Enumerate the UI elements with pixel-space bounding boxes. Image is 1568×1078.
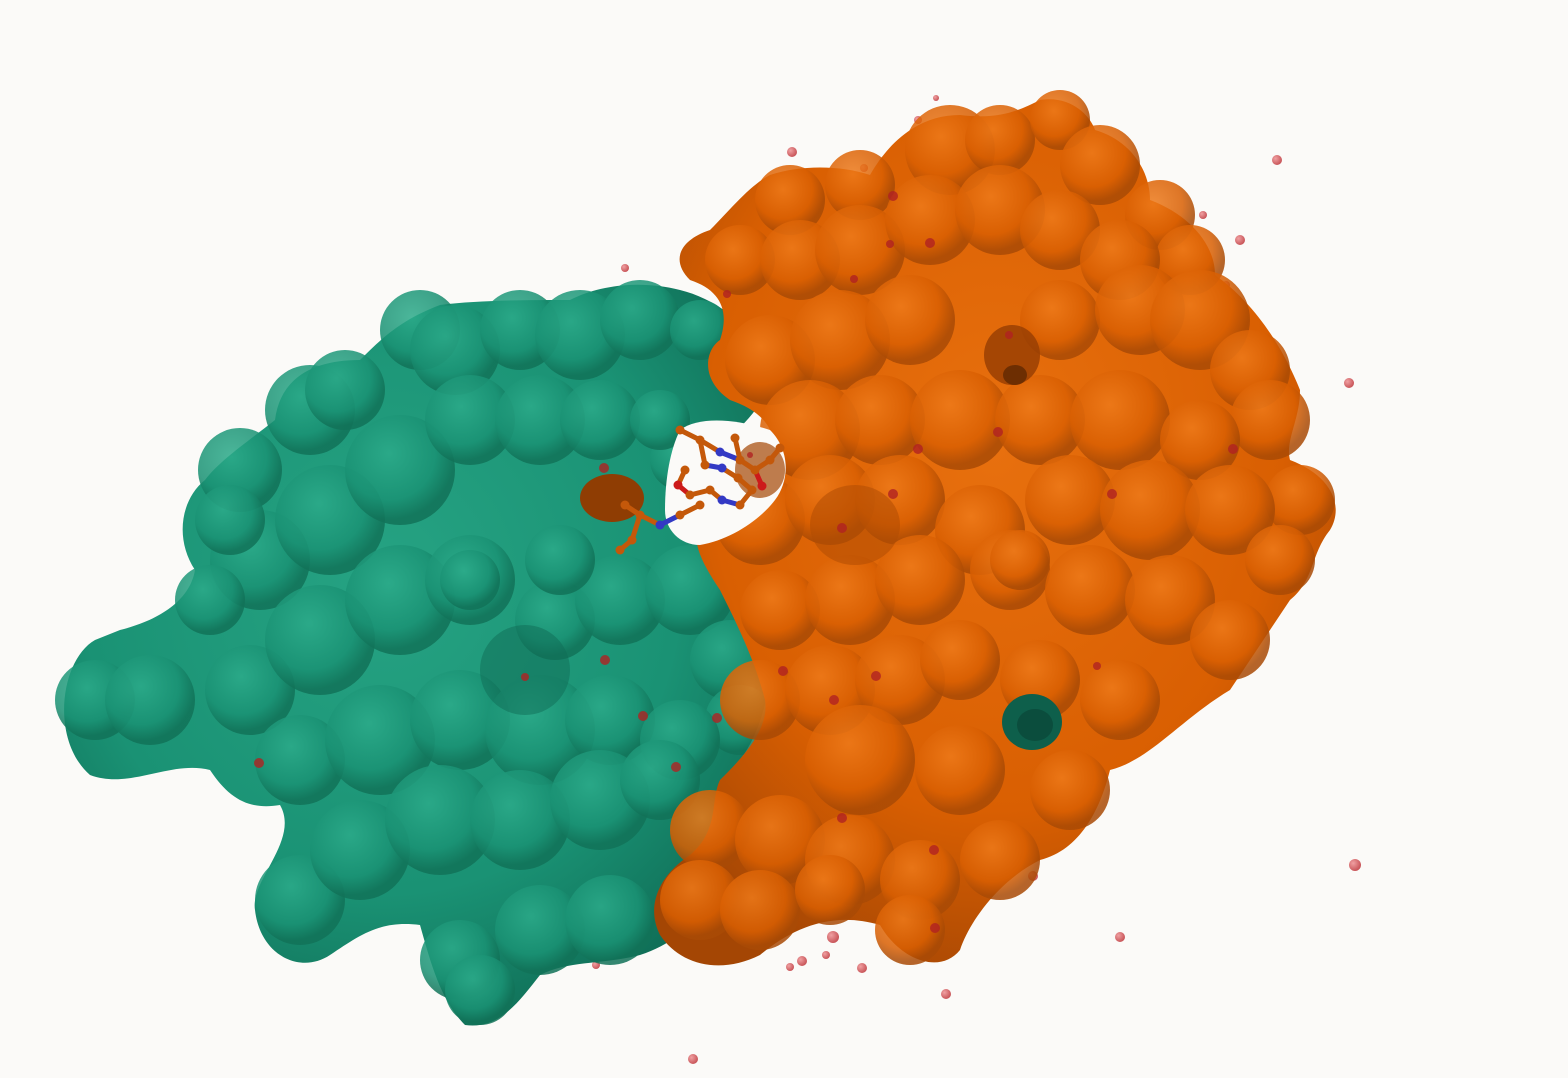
water-molecules-front (254, 191, 1238, 933)
ligand-ball-and-stick (615, 425, 785, 555)
